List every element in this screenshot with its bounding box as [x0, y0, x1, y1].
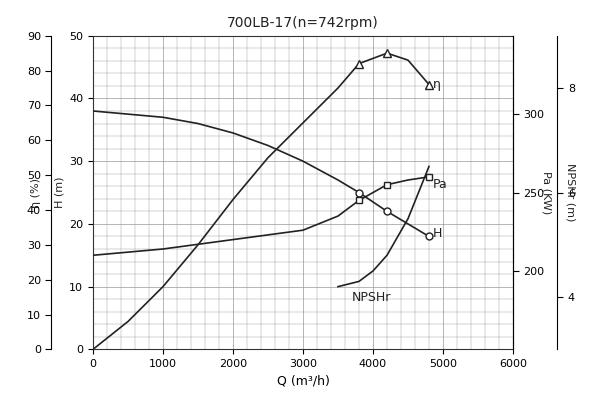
X-axis label: Q (m³/h): Q (m³/h) — [277, 375, 329, 387]
Text: Pa: Pa — [433, 178, 447, 191]
Text: H (m): H (m) — [55, 177, 65, 208]
Text: Pa (KW): Pa (KW) — [541, 171, 551, 214]
Title: 700LB-17(n=742rpm): 700LB-17(n=742rpm) — [227, 16, 379, 31]
Text: NPSHr: NPSHr — [352, 291, 391, 304]
Text: η (%): η (%) — [31, 177, 41, 208]
Text: H: H — [433, 227, 442, 240]
Text: η: η — [433, 78, 440, 91]
Text: NPSHr (m): NPSHr (m) — [565, 163, 575, 222]
